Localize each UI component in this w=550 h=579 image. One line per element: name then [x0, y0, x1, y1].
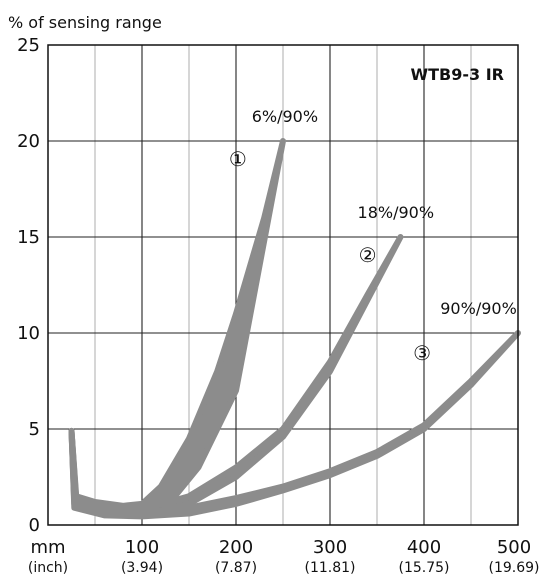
x-tick-sublabel: (15.75) — [398, 560, 449, 576]
series-label-3: 90%/90% — [440, 299, 517, 318]
x-tick-labels: 100 (3.94) 200 (7.87) 300 (11.81) 400 (15.75) 50… — [121, 537, 540, 576]
plot-frame — [47, 44, 519, 526]
x-tick-label: 200 — [219, 537, 253, 558]
x-tick-label: 400 — [407, 537, 441, 558]
y-tick-label: 15 — [17, 227, 40, 248]
series-marker-2: ② — [359, 243, 377, 267]
x-tick-sublabel: (19.69) — [488, 560, 539, 576]
x-tick-sublabel: (7.87) — [215, 560, 257, 576]
curve-labels: 6%/90% ① 18%/90% ② 90%/90% ③ — [229, 107, 517, 365]
x-tick-sublabel: (3.94) — [121, 560, 163, 576]
x-unit-label: mm — [30, 537, 65, 558]
series-marker-1: ① — [229, 147, 247, 171]
series-marker-3: ③ — [413, 341, 431, 365]
x-tick-label: 500 — [497, 537, 531, 558]
y-axis-label: % of sensing range — [8, 13, 162, 32]
y-tick-label: 0 — [29, 515, 40, 536]
y-tick-labels: 0 5 10 15 20 25 — [17, 35, 40, 536]
series-label-1: 6%/90% — [252, 107, 318, 126]
y-tick-label: 20 — [17, 131, 40, 152]
curves — [68, 138, 521, 520]
y-tick-label: 5 — [29, 419, 40, 440]
x-unit-alt-label: (inch) — [28, 560, 68, 576]
y-tick-label: 25 — [17, 35, 40, 56]
series-label-2: 18%/90% — [358, 203, 435, 222]
y-tick-label: 10 — [17, 323, 40, 344]
x-tick-label: 100 — [125, 537, 159, 558]
x-tick-label: 300 — [313, 537, 347, 558]
model-label: WTB9-3 IR — [410, 65, 504, 84]
x-tick-sublabel: (11.81) — [304, 560, 355, 576]
